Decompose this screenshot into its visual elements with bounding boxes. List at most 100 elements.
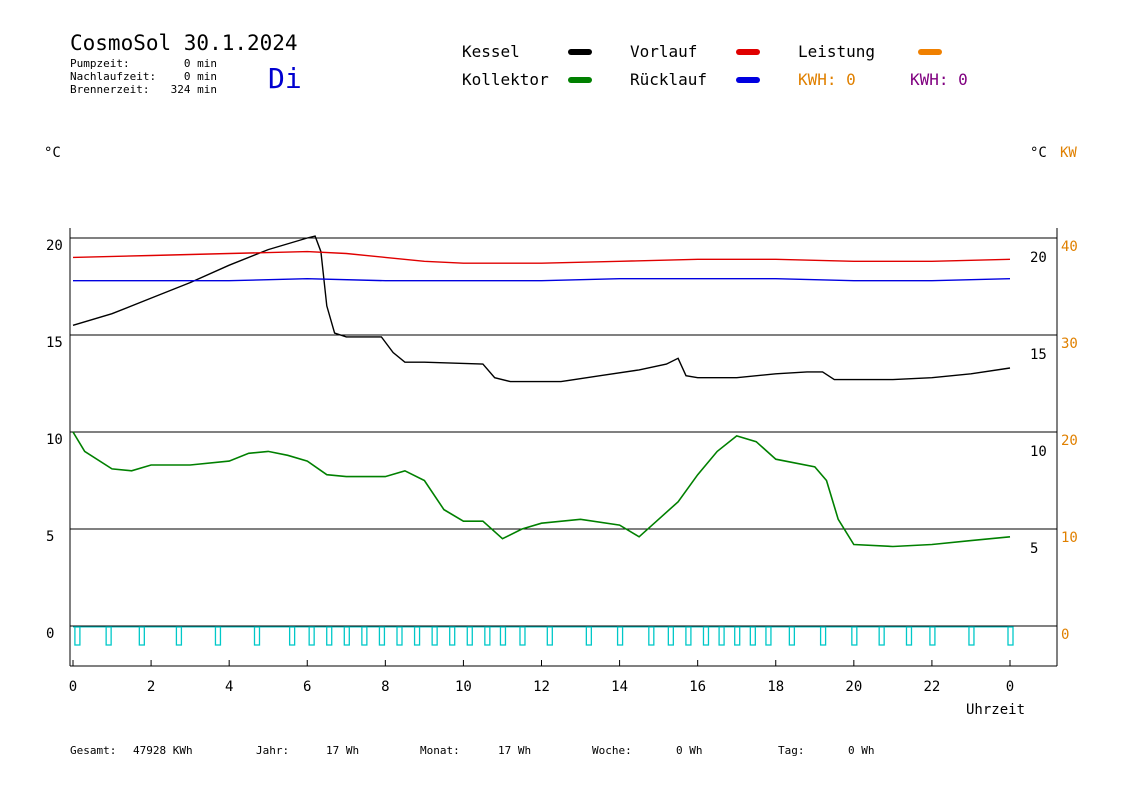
y-tick-label-right: 15: [1030, 347, 1047, 363]
y-tick-label-kw: 20: [1061, 433, 1078, 449]
x-tick-label: 22: [923, 679, 940, 695]
footer-value: 17 Wh: [326, 744, 359, 757]
stat-label: Pumpzeit:: [70, 57, 130, 70]
pump-pulse: [788, 626, 796, 646]
x-tick-label: 14: [611, 679, 628, 695]
x-tick-label: 12: [533, 679, 550, 695]
footer-value: 0 Wh: [848, 744, 875, 757]
stat-value: 0 min: [184, 57, 217, 70]
pump-pulse: [765, 626, 772, 646]
pump-pulse: [749, 626, 756, 646]
pump-pulse: [449, 626, 456, 646]
y-tick-label: 20: [46, 238, 63, 254]
footer-label: Tag:: [778, 744, 805, 757]
y-tick-label: 5: [46, 529, 54, 545]
y-axis-right-kw-ticks: 40 30 20 10 0: [1061, 239, 1078, 643]
pump-pulse: [431, 626, 438, 646]
pump-pulse: [466, 626, 473, 646]
pump-pulse: [413, 626, 421, 646]
series-line: [72, 235, 1011, 383]
pump-pulse: [718, 626, 725, 646]
y-axis-left-ticks: 20 15 10 5 0: [46, 238, 63, 642]
x-tick-label: 8: [381, 679, 389, 695]
pump-pulse: [702, 626, 710, 646]
x-tick-label: 0: [1006, 679, 1014, 695]
x-tick-label: 16: [689, 679, 706, 695]
pump-pulse: [74, 626, 81, 646]
pump-pulse: [253, 626, 261, 646]
pump-pulse: [667, 626, 674, 646]
series-lines: [72, 235, 1011, 548]
series-line: [72, 431, 1011, 548]
x-tick-label: 10: [455, 679, 472, 695]
pump-pulse: [1007, 626, 1014, 646]
kwh-orange-label: KWH: 0: [798, 70, 856, 89]
pump-pulse: [343, 626, 350, 646]
footer-value: 17 Wh: [498, 744, 531, 757]
y-tick-label-kw: 40: [1061, 239, 1078, 255]
pump-pulse: [734, 626, 741, 646]
legend-label: Vorlauf: [630, 42, 697, 61]
footer-stats: Gesamt: 47928 KWh Jahr: 17 Wh Monat: 17 Wh Woc…: [70, 744, 875, 757]
pump-pulse: [519, 626, 526, 646]
right-axis-unit-kw: KW: [1060, 145, 1077, 161]
series-line: [73, 277, 1011, 282]
footer-value: 47928 KWh: [133, 744, 193, 757]
footer-value: 0 Wh: [676, 744, 703, 757]
pump-pulse: [484, 626, 491, 646]
pump-pulse: [929, 626, 936, 646]
plot-frame: [69, 228, 1058, 667]
footer-label: Jahr:: [256, 744, 289, 757]
footer-label: Monat:: [420, 744, 460, 757]
pump-pulse: [308, 626, 315, 646]
legend-label: Leistung: [798, 42, 875, 61]
pump-pulse: [138, 626, 145, 646]
y-tick-label-right: 5: [1030, 541, 1038, 557]
stat-label: Nachlaufzeit:: [70, 70, 156, 83]
pump-pulse: [396, 626, 403, 646]
footer-label: Woche:: [592, 744, 632, 757]
legend: Kessel Vorlauf Leistung Kollektor Rücklauf: [462, 42, 942, 89]
x-tick-label: 6: [303, 679, 311, 695]
y-tick-label-kw: 0: [1061, 627, 1069, 643]
header-stats: Pumpzeit: 0 min Nachlaufzeit: 0 min Brennerz…: [70, 57, 217, 96]
pump-pulse: [616, 626, 624, 646]
legend-label: Kollektor: [462, 70, 549, 89]
x-axis-label: Uhrzeit: [966, 702, 1025, 718]
x-tick-label: 0: [69, 679, 77, 695]
stat-label: Brennerzeit:: [70, 83, 149, 96]
y-tick-label-kw: 10: [1061, 530, 1078, 546]
stat-value: 0 min: [184, 70, 217, 83]
legend-label: Rücklauf: [630, 70, 707, 89]
pump-pulse: [288, 626, 296, 646]
x-tick-label: 18: [767, 679, 784, 695]
pump-pulse: [819, 626, 827, 646]
pump-pulse: [326, 626, 333, 646]
pump-pulse: [546, 626, 553, 646]
y-axis-right-inner-ticks: 20 15 10 5: [1030, 250, 1047, 557]
left-axis-unit: °C: [44, 145, 61, 161]
pump-pulse: [105, 626, 112, 646]
legend-label: Kessel: [462, 42, 520, 61]
y-tick-label-right: 20: [1030, 250, 1047, 266]
day-label: Di: [268, 62, 302, 95]
series-line: [72, 250, 1011, 264]
pump-pulse: [214, 626, 222, 646]
pump-pulse: [378, 626, 386, 646]
x-tick-label: 2: [147, 679, 155, 695]
x-tick-label: 20: [845, 679, 862, 695]
stat-value: 324 min: [171, 83, 217, 96]
y-tick-label: 0: [46, 626, 54, 642]
footer-label: Gesamt:: [70, 744, 116, 757]
page-title: CosmoSol 30.1.2024: [70, 31, 298, 55]
pump-pulse: [878, 626, 885, 646]
y-tick-label-kw: 30: [1061, 336, 1078, 352]
x-axis-ticks: 0 2 4 6 8 10 12 14 16 18 20 22 0: [69, 660, 1014, 695]
pump-pulse: [905, 626, 913, 646]
kwh-purple-label: KWH: 0: [910, 70, 968, 89]
pump-pulse: [175, 626, 183, 646]
pump-pulses: [73, 626, 1014, 646]
pump-pulse: [585, 626, 592, 646]
y-tick-label: 10: [46, 432, 63, 448]
pump-pulse: [648, 626, 655, 646]
